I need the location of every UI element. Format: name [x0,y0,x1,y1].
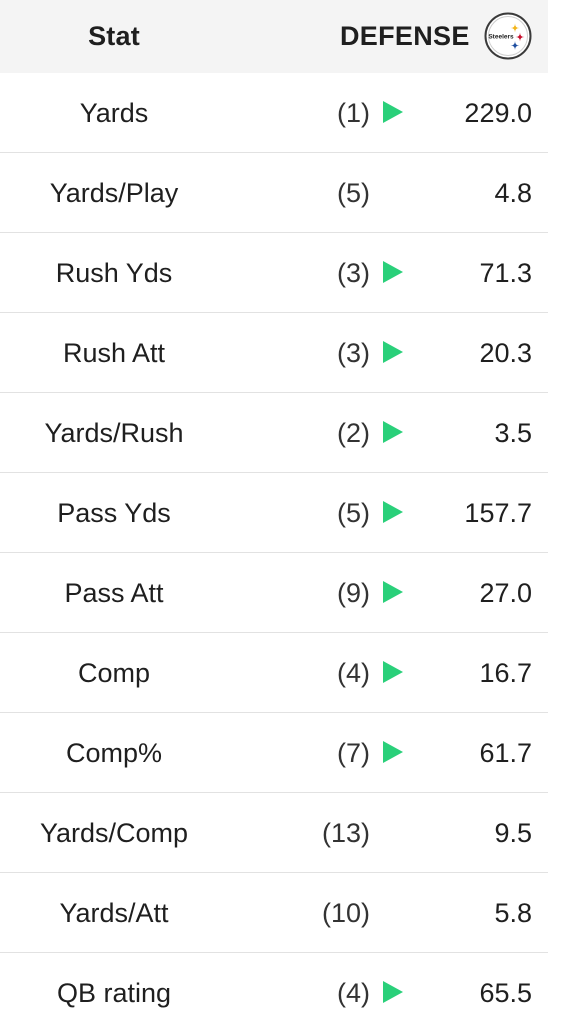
stat-name: QB rating [56,977,172,1008]
table-row: Comp (4) 16.7 [0,633,548,713]
stat-value: 71.3 [479,257,532,288]
stat-name: Yards [79,97,149,128]
play-arrow-icon[interactable] [383,981,403,1003]
defense-column-header: DEFENSE [340,21,470,51]
play-arrow-icon[interactable] [383,101,403,123]
table-row: Yards (1) 229.0 [0,73,548,153]
table-row: Pass Yds (5) 157.7 [0,473,548,553]
stat-rank: (5) [337,177,370,208]
stat-name: Pass Att [64,577,164,608]
table-row: Yards/Play (5) 4.8 [0,153,548,233]
play-arrow-icon[interactable] [383,741,403,763]
table-row: QB rating (4) 65.5 [0,953,548,1023]
play-arrow-icon[interactable] [383,341,403,363]
stats-table: Stat DEFENSE Steelers Yards (1) 229.0 Yards… [0,0,548,1023]
stat-name: Rush Att [62,337,166,368]
table-row: Rush Att (3) 20.3 [0,313,548,393]
stat-value: 61.7 [479,737,532,768]
play-arrow-icon[interactable] [383,661,403,683]
stat-name: Yards/Att [59,897,169,928]
table-row: Pass Att (9) 27.0 [0,553,548,633]
stat-column-header: Stat [88,21,140,51]
stat-value: 20.3 [479,337,532,368]
play-arrow-icon[interactable] [383,421,403,443]
stat-rank: (5) [337,497,370,528]
play-arrow-icon[interactable] [383,581,403,603]
stat-rank: (3) [337,257,370,288]
stat-value: 157.7 [464,497,532,528]
stat-value: 65.5 [479,977,532,1008]
logo-text: Steelers [488,34,514,41]
play-arrow-icon[interactable] [383,261,403,283]
stat-rank: (1) [337,97,370,128]
stat-rank: (3) [337,337,370,368]
stat-rank: (7) [337,737,370,768]
table-row: Yards/Comp (13) 9.5 [0,793,548,873]
steelers-logo-icon: Steelers [484,12,532,60]
stat-rank: (2) [337,417,370,448]
stat-name: Yards/Play [49,177,179,208]
table-row: Comp% (7) 61.7 [0,713,548,793]
table-row: Rush Yds (3) 71.3 [0,233,548,313]
stat-name: Yards/Rush [44,417,184,448]
stat-value: 229.0 [464,97,532,128]
table-header: Stat DEFENSE Steelers [0,0,548,73]
stat-name: Yards/Comp [39,817,189,848]
stat-value: 5.8 [494,897,532,928]
table-row: Yards/Att (10) 5.8 [0,873,548,953]
stat-rank: (4) [337,977,370,1008]
stat-rank: (13) [321,817,370,848]
stat-name: Rush Yds [55,257,173,288]
stat-rank: (10) [321,897,370,928]
stat-rank: (9) [337,577,370,608]
stat-name: Comp [77,657,151,688]
stat-name: Comp% [65,737,163,768]
stat-rank: (4) [337,657,370,688]
stat-value: 3.5 [494,417,532,448]
stat-name: Pass Yds [57,497,171,528]
stat-value: 16.7 [479,657,532,688]
stat-value: 27.0 [479,577,532,608]
stat-value: 9.5 [494,817,532,848]
table-row: Yards/Rush (2) 3.5 [0,393,548,473]
stat-value: 4.8 [494,177,532,208]
play-arrow-icon[interactable] [383,501,403,523]
